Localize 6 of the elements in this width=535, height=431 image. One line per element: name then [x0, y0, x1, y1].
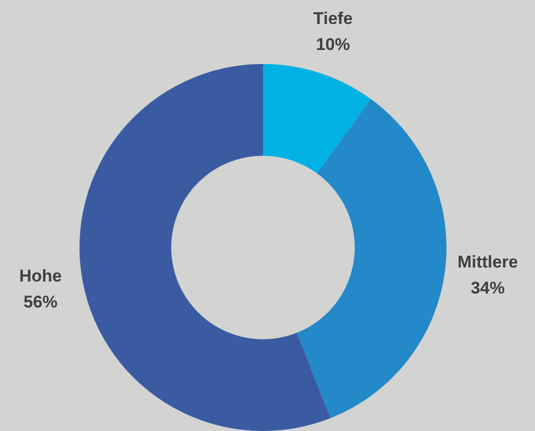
data-label: 56% [23, 292, 58, 312]
data-label: 34% [470, 278, 505, 298]
data-label: 10% [316, 34, 350, 54]
slice-label: Hohe [19, 266, 62, 286]
slice-label: Mittlere [457, 252, 518, 272]
slice-label: Tiefe [313, 8, 353, 28]
